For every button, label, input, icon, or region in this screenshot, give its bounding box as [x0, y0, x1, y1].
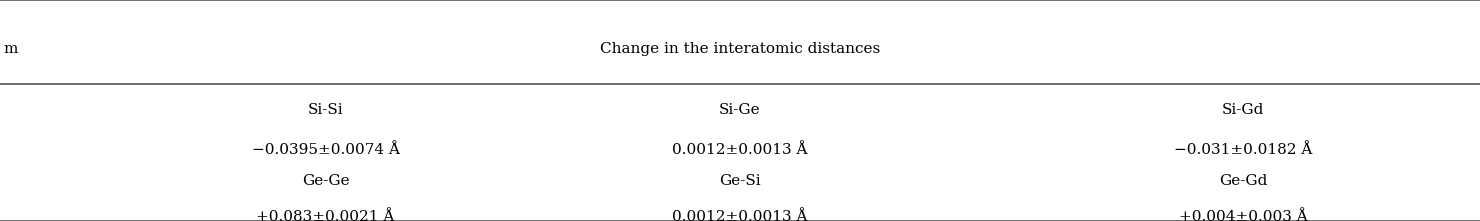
Text: Si-Gd: Si-Gd	[1222, 103, 1264, 118]
Text: +0.083±0.0021 Å: +0.083±0.0021 Å	[256, 210, 395, 221]
Text: Ge-Gd: Ge-Gd	[1220, 174, 1267, 188]
Text: Si-Si: Si-Si	[308, 103, 343, 118]
Text: 0.0012±0.0013 Å: 0.0012±0.0013 Å	[672, 210, 808, 221]
Text: m: m	[3, 42, 18, 56]
Text: Ge-Ge: Ge-Ge	[302, 174, 349, 188]
Text: Ge-Si: Ge-Si	[719, 174, 761, 188]
Text: +0.004±0.003 Å: +0.004±0.003 Å	[1180, 210, 1307, 221]
Text: 0.0012±0.0013 Å: 0.0012±0.0013 Å	[672, 143, 808, 157]
Text: −0.0395±0.0074 Å: −0.0395±0.0074 Å	[252, 143, 400, 157]
Text: Si-Ge: Si-Ge	[719, 103, 761, 118]
Text: Change in the interatomic distances: Change in the interatomic distances	[599, 42, 881, 56]
Text: −0.031±0.0182 Å: −0.031±0.0182 Å	[1174, 143, 1313, 157]
